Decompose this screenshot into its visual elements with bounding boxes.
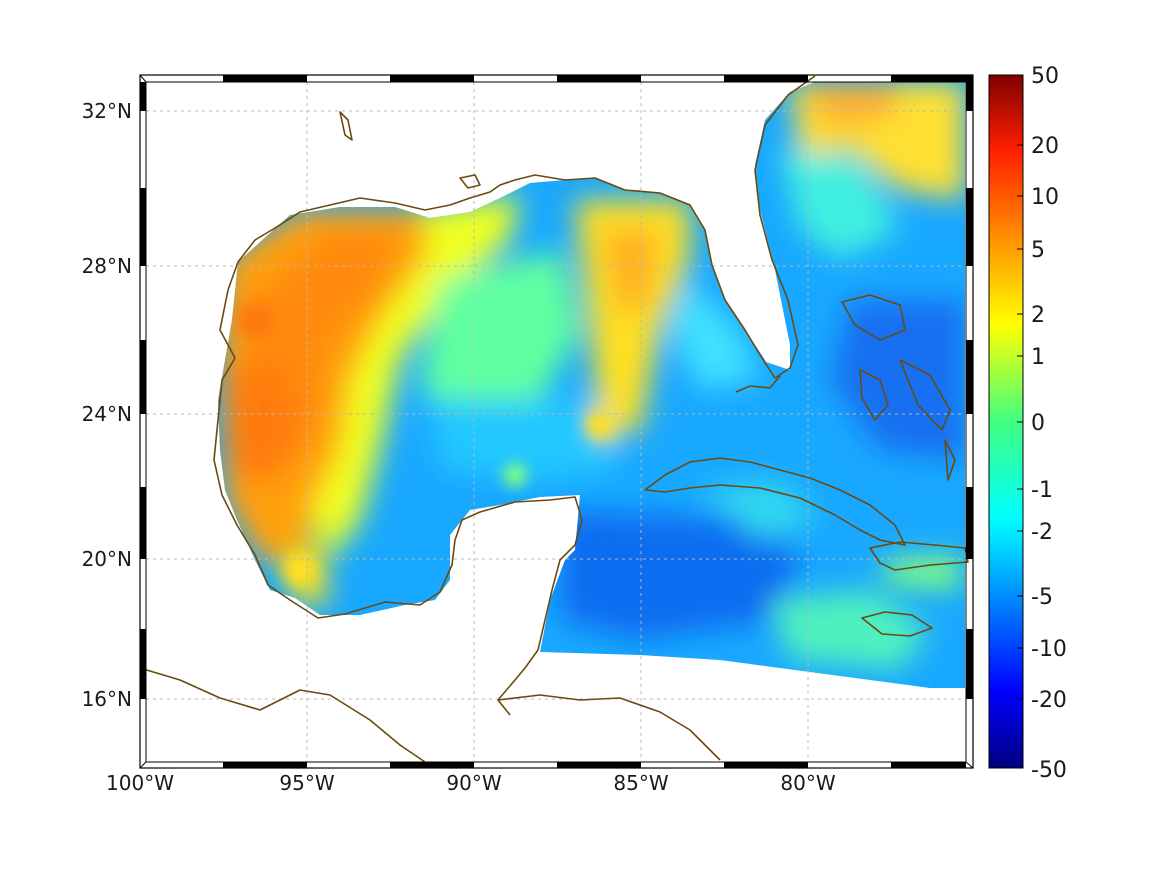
colorbar-label: -50 (1031, 758, 1067, 783)
colorbar-label: -10 (1031, 637, 1067, 662)
colorbar-label: 0 (1031, 411, 1045, 436)
lat-label: 20°N (82, 547, 132, 571)
coastlines (139, 75, 969, 763)
colorbar-label: 5 (1031, 238, 1045, 263)
lat-label: 28°N (82, 254, 132, 278)
colorbar-label: 50 (1031, 64, 1059, 89)
colorbar-label: 2 (1031, 303, 1045, 328)
colorbar: 50 20 10 5 2 1 0 -1 -2 -5 -10 -20 -50 (988, 64, 1067, 783)
lat-label: 32°N (82, 99, 132, 123)
lon-label: 95°W (279, 771, 334, 795)
lon-label: 80°W (780, 771, 835, 795)
map-frame (139, 74, 974, 769)
lon-label: 90°W (446, 771, 501, 795)
colorbar-label: -1 (1031, 478, 1053, 503)
colorbar-label: 1 (1031, 345, 1045, 370)
lon-label: 100°W (106, 771, 174, 795)
lon-labels: 100°W 95°W 90°W 85°W 80°W (106, 771, 836, 795)
colorbar-label: -2 (1031, 520, 1053, 545)
lat-label: 24°N (82, 402, 132, 426)
colorbar-label: -20 (1031, 688, 1067, 713)
gridlines (146, 82, 966, 762)
lon-label: 85°W (613, 771, 668, 795)
data-field (218, 82, 965, 688)
colorbar-ticks (1017, 144, 1023, 700)
lat-label: 16°N (82, 687, 132, 711)
colorbar-label: 10 (1031, 185, 1059, 210)
colorbar-label: -5 (1031, 585, 1053, 610)
lat-labels: 32°N 28°N 24°N 20°N 16°N (82, 99, 132, 711)
colorbar-label: 20 (1031, 134, 1059, 159)
